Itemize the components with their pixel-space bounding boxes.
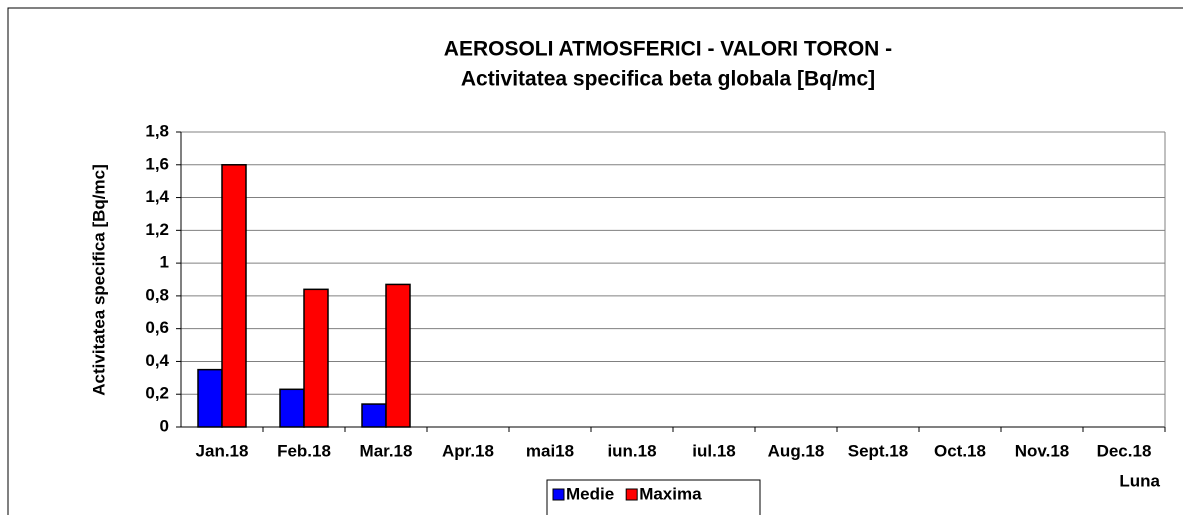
x-tick-label: iul.18	[692, 441, 735, 460]
legend-swatch	[552, 488, 565, 501]
x-tick-label: Jan.18	[196, 441, 249, 460]
y-tick-label: 1	[160, 253, 169, 272]
y-tick-label: 0,4	[145, 351, 169, 370]
chart-border	[7, 7, 1183, 515]
y-tick-label: 0,6	[145, 318, 169, 337]
y-tick-label: 0,2	[145, 384, 169, 403]
x-tick-label: Feb.18	[277, 441, 331, 460]
y-tick-label: 1,2	[145, 220, 169, 239]
x-tick-label: Aug.18	[768, 441, 825, 460]
y-tick-label: 1,8	[145, 121, 169, 140]
chart-title: AEROSOLI ATMOSFERICI - VALORI TORON -	[444, 38, 892, 61]
bar	[221, 164, 247, 428]
bar	[197, 368, 223, 428]
x-axis-label: Luna	[1119, 471, 1160, 490]
y-tick-label: 1,4	[145, 187, 169, 206]
x-tick-label: Sept.18	[848, 441, 908, 460]
legend-swatch	[625, 488, 638, 501]
x-tick-label: Apr.18	[442, 441, 494, 460]
y-axis-label: Activitatea specifica [Bq/mc]	[89, 164, 108, 395]
x-tick-label: Oct.18	[934, 441, 986, 460]
y-tick-label: 0	[160, 416, 169, 435]
bar	[279, 388, 305, 428]
x-tick-label: Nov.18	[1015, 441, 1070, 460]
x-tick-label: Mar.18	[360, 441, 413, 460]
legend-label: Maxima	[639, 484, 702, 503]
bar	[361, 403, 387, 428]
y-tick-label: 1,6	[145, 154, 169, 173]
chart-title: Activitatea specifica beta globala [Bq/m…	[461, 68, 875, 91]
x-tick-label: mai18	[526, 441, 574, 460]
legend-box	[546, 479, 761, 515]
legend-label: Medie	[566, 484, 614, 503]
x-tick-label: iun.18	[607, 441, 656, 460]
y-tick-label: 0,8	[145, 285, 169, 304]
bar	[303, 288, 329, 428]
bar	[385, 283, 411, 428]
x-tick-label: Dec.18	[1097, 441, 1152, 460]
